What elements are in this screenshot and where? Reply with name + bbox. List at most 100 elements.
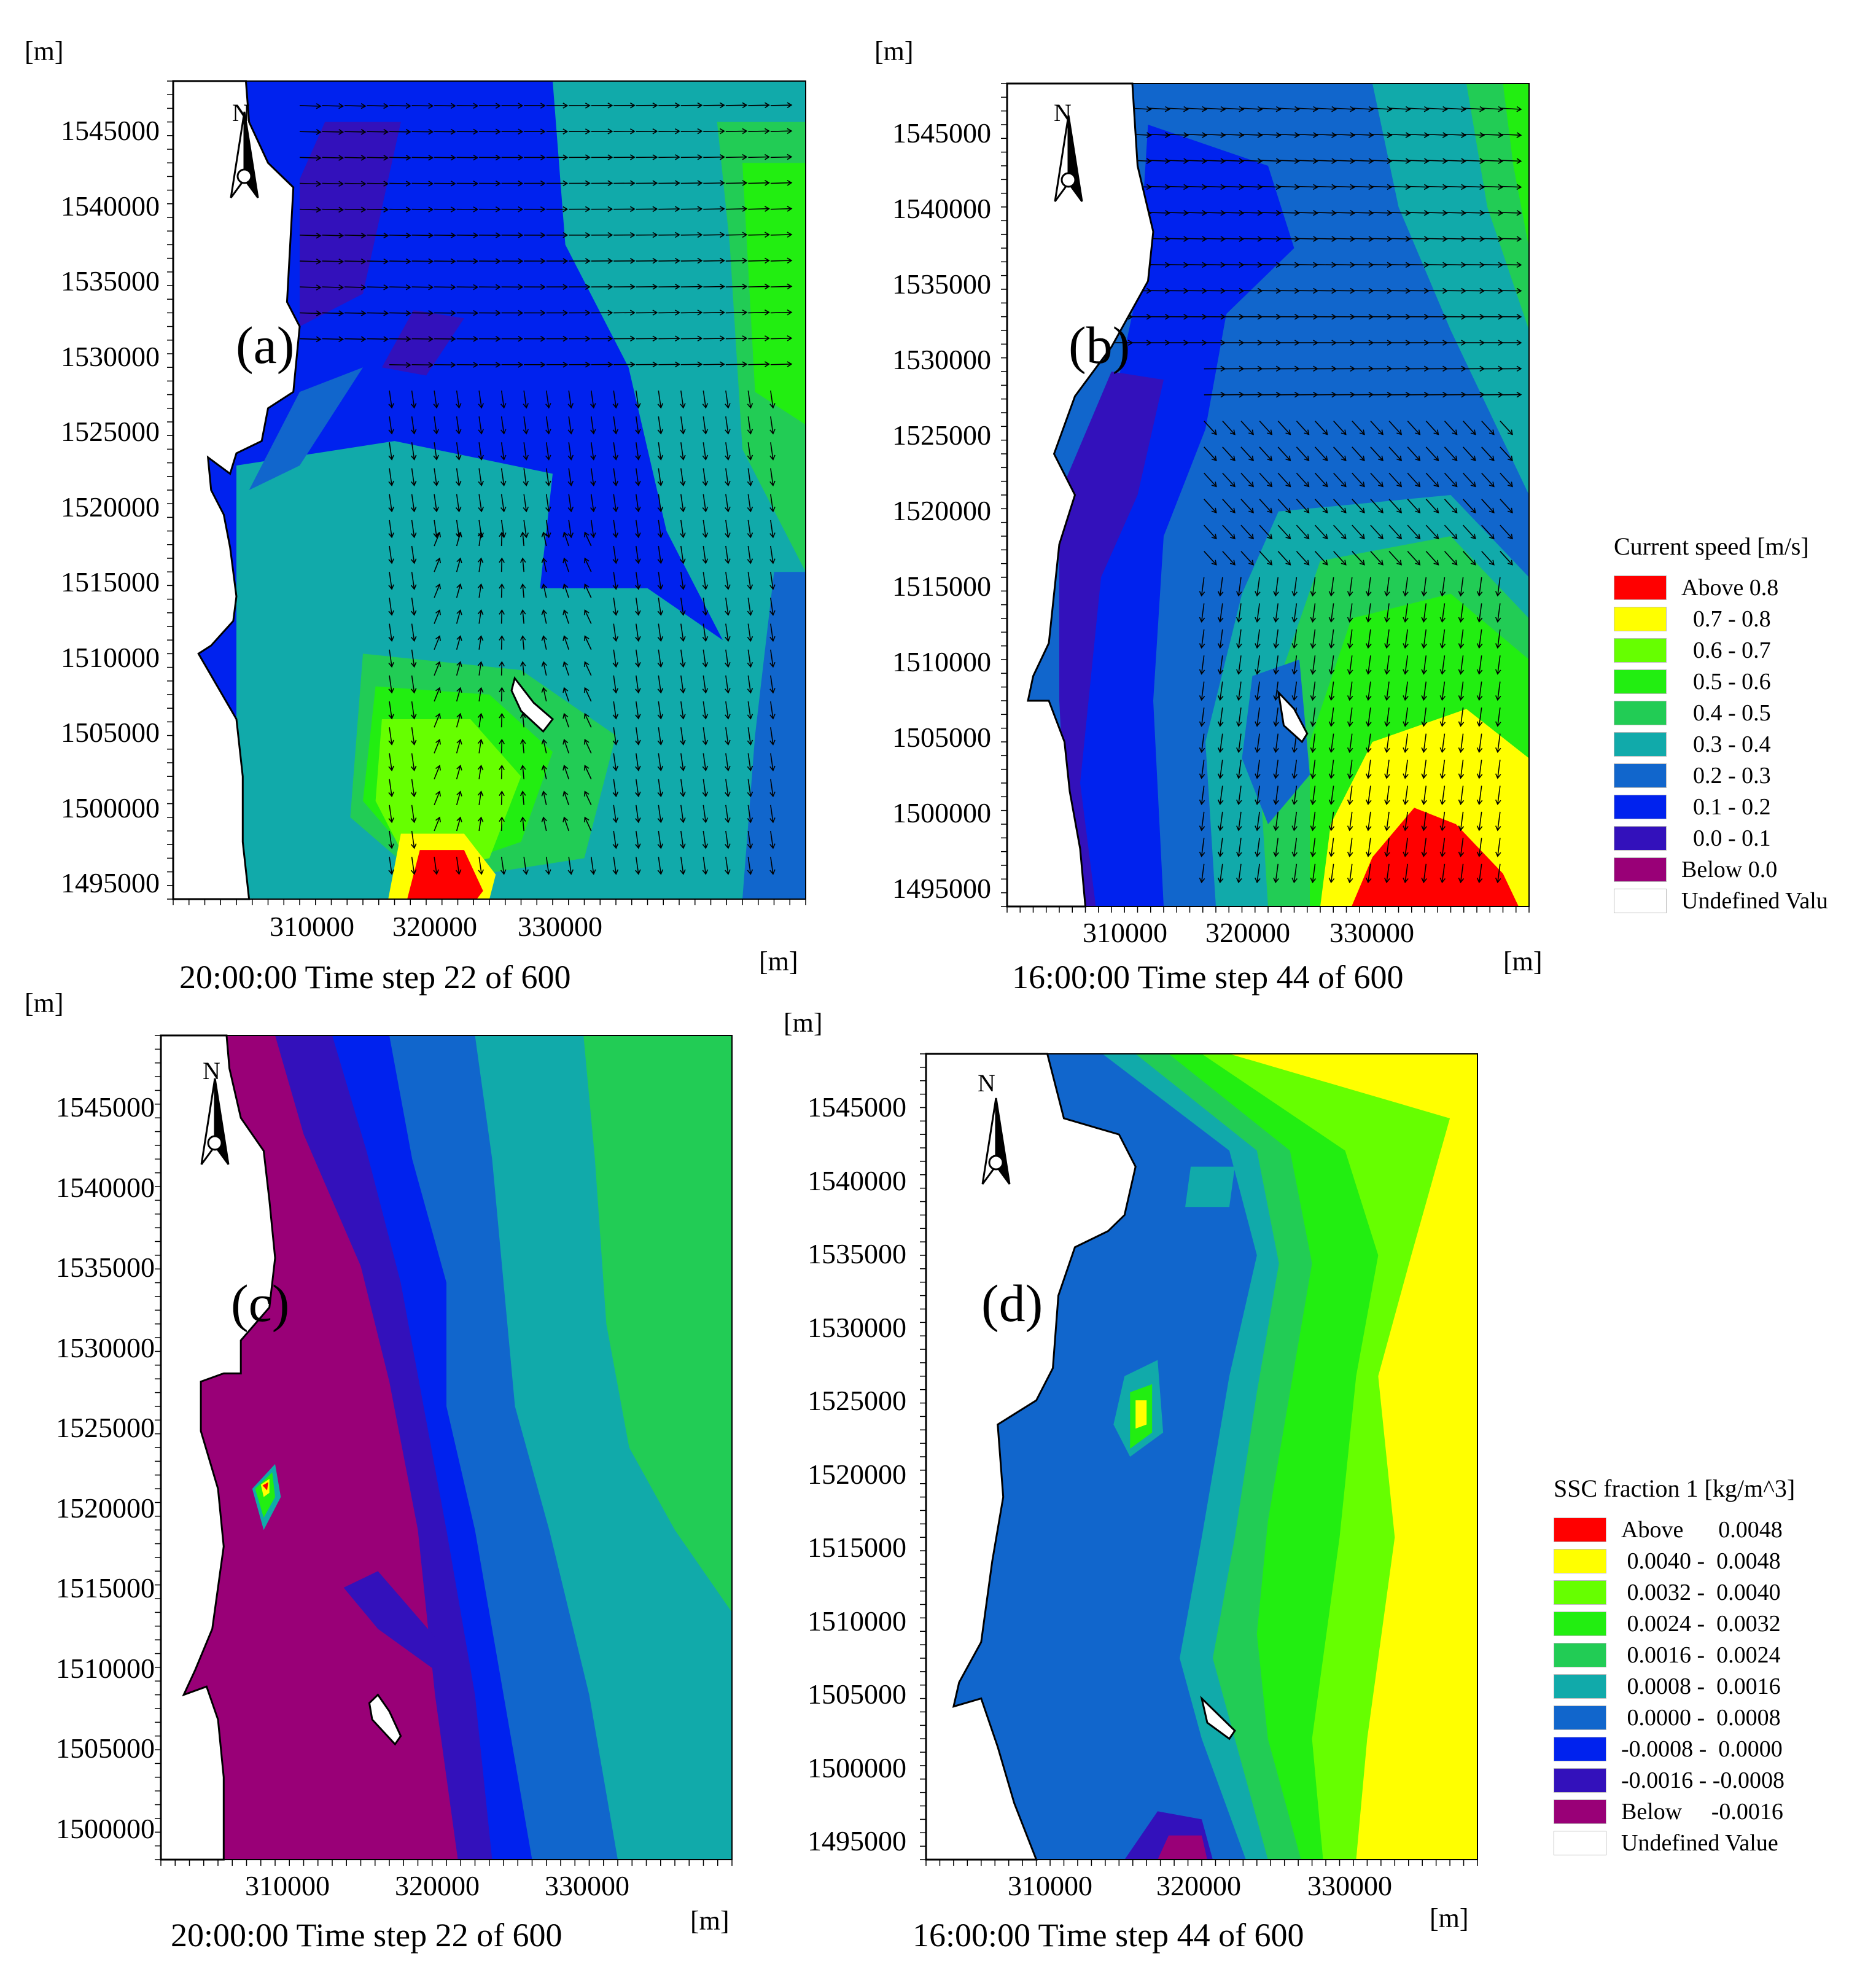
- legend-entry: 0.0 - 0.1: [1614, 822, 1828, 854]
- map-d: [920, 1053, 1478, 1866]
- island: [1277, 690, 1309, 744]
- legend-entry: 0.0008 - 0.0016: [1554, 1670, 1795, 1702]
- legend-swatch: [1554, 1830, 1606, 1855]
- legend-label: 0.0040 - 0.0048: [1621, 1548, 1781, 1574]
- legend-label: 0.0 - 0.1: [1681, 825, 1771, 851]
- north-label: N: [232, 99, 250, 127]
- legend-entry: 0.4 - 0.5: [1614, 697, 1828, 728]
- legend-swatch: [1614, 794, 1667, 819]
- y-tick-label: 1515000: [61, 566, 160, 598]
- x-tick-label: 310000: [1083, 917, 1167, 948]
- legend-entry: 0.6 - 0.7: [1614, 634, 1828, 666]
- panel-label: (c): [231, 1274, 290, 1333]
- x-tick-label: 310000: [270, 911, 354, 942]
- contour-region: [381, 310, 464, 376]
- legend-entry: Below -0.0016: [1554, 1796, 1795, 1827]
- legend-entry: 0.0032 - 0.0040: [1554, 1577, 1795, 1608]
- legend-swatch: [1614, 669, 1667, 694]
- legend-label: 0.0032 - 0.0040: [1621, 1579, 1781, 1605]
- frame-ticks: [167, 80, 806, 905]
- legend-label: Above 0.0048: [1621, 1516, 1783, 1543]
- y-tick-label: 1540000: [808, 1164, 906, 1196]
- y-tick-label: 1510000: [56, 1652, 155, 1684]
- y-tick-label: 1545000: [892, 117, 991, 149]
- x-tick-label: 330000: [518, 911, 602, 942]
- legend-label: 0.0000 - 0.0008: [1621, 1704, 1781, 1731]
- contour-region: [742, 163, 806, 425]
- y-tick-label: 1500000: [56, 1812, 155, 1844]
- legend-label: Undefined Valu: [1681, 887, 1828, 914]
- legend-entry: 0.2 - 0.3: [1614, 760, 1828, 791]
- island: [510, 676, 555, 733]
- legend-swatch: [1554, 1799, 1606, 1824]
- contour-region: [583, 1035, 732, 1613]
- y-tick-label: 1495000: [808, 1825, 906, 1857]
- land: [172, 80, 301, 900]
- legend-label: 0.2 - 0.3: [1681, 762, 1771, 789]
- contour-region: [1352, 808, 1519, 906]
- legend-swatch: [1614, 888, 1667, 913]
- current-vectors: [299, 102, 793, 875]
- legend-entry: Undefined Valu: [1614, 885, 1828, 916]
- y-tick-label: 1515000: [808, 1532, 906, 1563]
- y-tick-label: 1525000: [808, 1385, 906, 1416]
- legend-entry: -0.0016 - -0.0008: [1554, 1764, 1795, 1796]
- y-tick-label: 1525000: [892, 419, 991, 451]
- legend-entry: Above 0.0048: [1554, 1514, 1795, 1545]
- north-arrow-icon: [230, 111, 259, 198]
- y-tick-label: 1520000: [892, 495, 991, 526]
- panel-label: (d): [981, 1274, 1043, 1333]
- legend-swatch: [1554, 1611, 1606, 1636]
- legend-swatch: [1554, 1548, 1606, 1573]
- y-tick-label: 1505000: [808, 1678, 906, 1710]
- north-label: N: [978, 1069, 995, 1097]
- x-tick-label: 320000: [392, 911, 477, 942]
- contour-region: [1242, 660, 1310, 824]
- y-tick-label: 1545000: [56, 1091, 155, 1123]
- contour-region: [262, 1482, 268, 1491]
- contour-region: [1070, 125, 1294, 906]
- legend-swatch: [1614, 637, 1667, 663]
- legend-swatch: [1614, 700, 1667, 725]
- contour-region: [1135, 1400, 1147, 1429]
- legend-entry: 0.0016 - 0.0024: [1554, 1639, 1795, 1670]
- north-arrow-icon: [981, 1097, 1011, 1185]
- legend-label: -0.0008 - 0.0000: [1621, 1736, 1783, 1762]
- y-tick-label: 1540000: [892, 193, 991, 224]
- time-caption: 20:00:00 Time step 22 of 600: [179, 959, 571, 996]
- y-tick-label: 1530000: [61, 340, 160, 372]
- legend-label: -0.0016 - -0.0008: [1621, 1767, 1785, 1793]
- y-tick-label: 1545000: [61, 115, 160, 146]
- y-tick-label: 1520000: [808, 1458, 906, 1490]
- y-tick-label: 1495000: [61, 867, 160, 898]
- island: [1200, 1695, 1236, 1740]
- contour-region: [742, 572, 806, 899]
- legend-swatch: [1554, 1517, 1606, 1542]
- legend-swatch: [1614, 857, 1667, 882]
- north-arrow-icon: [1054, 115, 1083, 202]
- legend-swatch: [1554, 1580, 1606, 1605]
- unit-y-label: [m]: [25, 36, 64, 66]
- legend-entry: -0.0008 - 0.0000: [1554, 1733, 1795, 1764]
- y-tick-label: 1540000: [61, 190, 160, 222]
- legend-title: SSC fraction 1 [kg/m^3]: [1554, 1475, 1796, 1502]
- y-tick-label: 1545000: [808, 1091, 906, 1123]
- island: [368, 1693, 402, 1746]
- contour-region: [1503, 84, 1529, 248]
- panel-c: [m] (c) N 20:00:00 Time step 22 of 600 […: [0, 0, 768, 1980]
- contour-region: [1229, 1054, 1477, 1860]
- contour-region: [1158, 1835, 1207, 1860]
- frame-ticks: [920, 1053, 1478, 1866]
- y-tick-label: 1530000: [892, 344, 991, 375]
- y-tick-label: 1500000: [892, 797, 991, 828]
- land: [160, 1034, 276, 1861]
- time-caption: 16:00:00 Time step 44 of 600: [913, 1917, 1304, 1954]
- y-tick-label: 1500000: [808, 1752, 906, 1783]
- x-tick-label: 310000: [1008, 1870, 1092, 1901]
- contour-region: [1185, 1166, 1235, 1207]
- legend-title: Current speed [m/s]: [1614, 532, 1809, 560]
- contour-region: [1059, 372, 1164, 906]
- legend-label: 0.4 - 0.5: [1681, 700, 1771, 726]
- y-tick-label: 1520000: [56, 1492, 155, 1524]
- legend-entry: 0.7 - 0.8: [1614, 603, 1828, 634]
